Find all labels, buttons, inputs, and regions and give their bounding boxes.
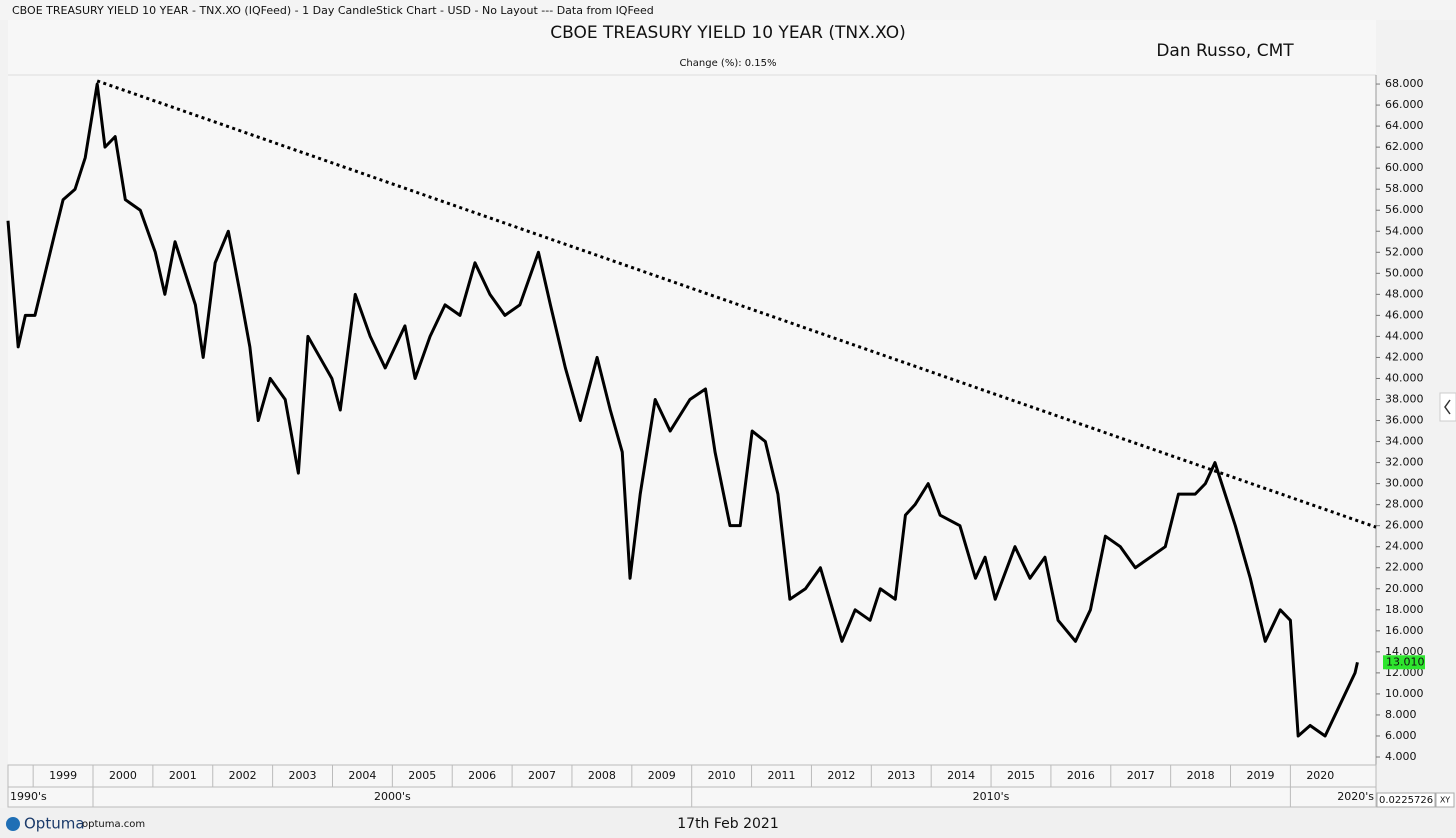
cursor-value: 0.0225726 (1379, 795, 1433, 806)
y-tick-label: 62.000 (1385, 140, 1424, 153)
y-tick-label: 42.000 (1385, 350, 1424, 363)
x-tick-label: 2009 (648, 769, 676, 782)
trendline (96, 79, 1377, 529)
y-tick-label: 58.000 (1385, 182, 1424, 195)
x-tick-label: 1999 (49, 769, 77, 782)
decade-label: 2000's (374, 790, 411, 803)
toggle-icon (1444, 399, 1451, 415)
mode-button[interactable] (1435, 792, 1455, 808)
x-tick-label: 2005 (408, 769, 436, 782)
y-tick-label: 38.000 (1385, 392, 1424, 405)
y-tick-label: 44.000 (1385, 329, 1424, 342)
y-tick-label: 16.000 (1385, 624, 1424, 637)
y-tick-label: 14.000 (1385, 645, 1424, 658)
last-value-box (1383, 655, 1425, 670)
x-tick-label: 2007 (528, 769, 556, 782)
footer-date: 17th Feb 2021 (677, 816, 779, 832)
footer (0, 808, 1456, 838)
x-tick-label: 2014 (947, 769, 975, 782)
chart-title: CBOE TREASURY YIELD 10 YEAR (TNX.XO) (550, 23, 906, 43)
y-tick-label: 6.000 (1385, 729, 1417, 742)
y-tick-label: 54.000 (1385, 224, 1424, 237)
y-tick-label: 68.000 (1385, 77, 1424, 90)
brand: Optuma (24, 815, 85, 833)
y-tick-label: 32.000 (1385, 456, 1424, 469)
x-tick-label: 2011 (768, 769, 796, 782)
x-tick-label: 2000 (109, 769, 137, 782)
y-tick-label: 34.000 (1385, 435, 1424, 448)
window-title: CBOE TREASURY YIELD 10 YEAR - TNX.XO (IQ… (12, 4, 654, 17)
side-panel-toggle[interactable] (1439, 392, 1456, 422)
x-tick-label: 2015 (1007, 769, 1035, 782)
y-tick-label: 4.000 (1385, 750, 1417, 763)
y-tick-label: 50.000 (1385, 266, 1424, 279)
y-tick-label: 10.000 (1385, 687, 1424, 700)
y-tick-label: 36.000 (1385, 414, 1424, 427)
x-tick-label: 2019 (1246, 769, 1274, 782)
x-tick-label: 2012 (827, 769, 855, 782)
brand-logo (6, 817, 20, 831)
y-tick-label: 18.000 (1385, 603, 1424, 616)
y-tick-label: 46.000 (1385, 308, 1424, 321)
x-tick-label: 2006 (468, 769, 496, 782)
decade-label: 2010's (973, 790, 1010, 803)
title-bar (0, 0, 1456, 20)
x-tick-label: 2017 (1127, 769, 1155, 782)
last-value-label: 13.010 (1386, 655, 1425, 668)
plot-background (8, 20, 1376, 765)
x-tick-label: 2002 (229, 769, 257, 782)
cursor-box (1376, 792, 1436, 808)
x-tick-label: 2008 (588, 769, 616, 782)
y-tick-label: 52.000 (1385, 245, 1424, 258)
y-tick-label: 20.000 (1385, 582, 1424, 595)
decade-label: 2020's (1337, 790, 1374, 803)
x-tick-label: 2013 (887, 769, 915, 782)
y-tick-label: 28.000 (1385, 498, 1424, 511)
x-tick-label: 2018 (1187, 769, 1215, 782)
x-tick-label: 2020 (1306, 769, 1334, 782)
y-tick-label: 8.000 (1385, 708, 1417, 721)
y-tick-label: 56.000 (1385, 203, 1424, 216)
x-tick-label: 2016 (1067, 769, 1095, 782)
x-tick-label: 2004 (348, 769, 376, 782)
y-tick-label: 22.000 (1385, 561, 1424, 574)
chart-subtitle: Change (%): 0.15% (679, 58, 776, 69)
y-tick-label: 66.000 (1385, 98, 1424, 111)
annotation: Dan Russo, CMT (1156, 41, 1294, 61)
y-tick-label: 30.000 (1385, 477, 1424, 490)
price-line (6, 82, 1359, 738)
decade-label: 1990's (10, 790, 47, 803)
y-tick-label: 40.000 (1385, 371, 1424, 384)
mode-label: XY (1440, 796, 1450, 805)
y-tick-label: 48.000 (1385, 287, 1424, 300)
x-tick-label: 2001 (169, 769, 197, 782)
y-tick-label: 26.000 (1385, 519, 1424, 532)
y-tick-label: 64.000 (1385, 119, 1424, 132)
brand-site: optuma.com (82, 819, 145, 830)
y-tick-label: 24.000 (1385, 540, 1424, 553)
x-tick-label: 2010 (708, 769, 736, 782)
y-tick-label: 60.000 (1385, 161, 1424, 174)
x-tick-label: 2003 (289, 769, 317, 782)
